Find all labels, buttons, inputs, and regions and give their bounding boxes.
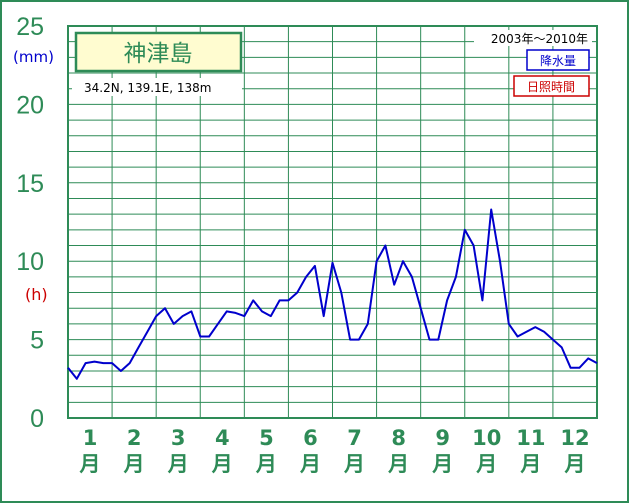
location-bg: [72, 78, 242, 96]
month-char: 月: [431, 452, 453, 476]
location-text: 34.2N, 139.1E, 138m: [84, 81, 211, 95]
series-layer: [67, 208, 598, 380]
y-tick-label: 5: [30, 327, 44, 355]
y-tick-label: 0: [30, 405, 44, 433]
month-number: 7: [347, 426, 362, 450]
month-char: 月: [211, 452, 233, 476]
month-char: 月: [299, 452, 321, 476]
month-number: 1: [83, 426, 98, 450]
month-char: 月: [79, 452, 101, 476]
period-bg: [474, 30, 592, 46]
month-number: 3: [171, 426, 186, 450]
legend-sunshine-box: [513, 75, 590, 97]
y-tick-labels: 25 20 15 10 5 0: [16, 13, 44, 433]
month-number: 4: [215, 426, 230, 450]
month-number: 2: [127, 426, 142, 450]
plot-border: [67, 25, 598, 419]
legend-precip-box: [526, 49, 590, 71]
unit-h-label: (h): [25, 285, 48, 304]
month-char: 月: [519, 452, 541, 476]
month-char: 月: [563, 452, 585, 476]
month-char: 月: [343, 452, 365, 476]
month-number: 11: [516, 426, 545, 450]
title-box: [74, 31, 243, 73]
y-tick-label: 10: [16, 248, 44, 276]
month-number: 12: [560, 426, 589, 450]
month-char: 月: [387, 452, 409, 476]
legend-sunshine-label: 日照時間: [527, 80, 575, 94]
y-tick-label: 20: [16, 91, 44, 119]
month-number: 10: [472, 426, 501, 450]
month-number: 6: [303, 426, 318, 450]
y-tick-label: 25: [16, 13, 44, 41]
month-number: 5: [259, 426, 274, 450]
month-char: 月: [123, 452, 145, 476]
series-line-0: [67, 208, 598, 380]
chart-title: 神津島: [124, 41, 193, 67]
month-char: 月: [255, 452, 277, 476]
legend-precip-label: 降水量: [540, 54, 576, 68]
month-char: 月: [167, 452, 189, 476]
unit-mm-label: (mm): [13, 48, 54, 66]
y-tick-label: 15: [16, 170, 44, 198]
month-number: 8: [391, 426, 406, 450]
period-text: 2003年〜2010年: [491, 32, 588, 46]
month-char: 月: [475, 452, 497, 476]
month-number: 9: [435, 426, 450, 450]
